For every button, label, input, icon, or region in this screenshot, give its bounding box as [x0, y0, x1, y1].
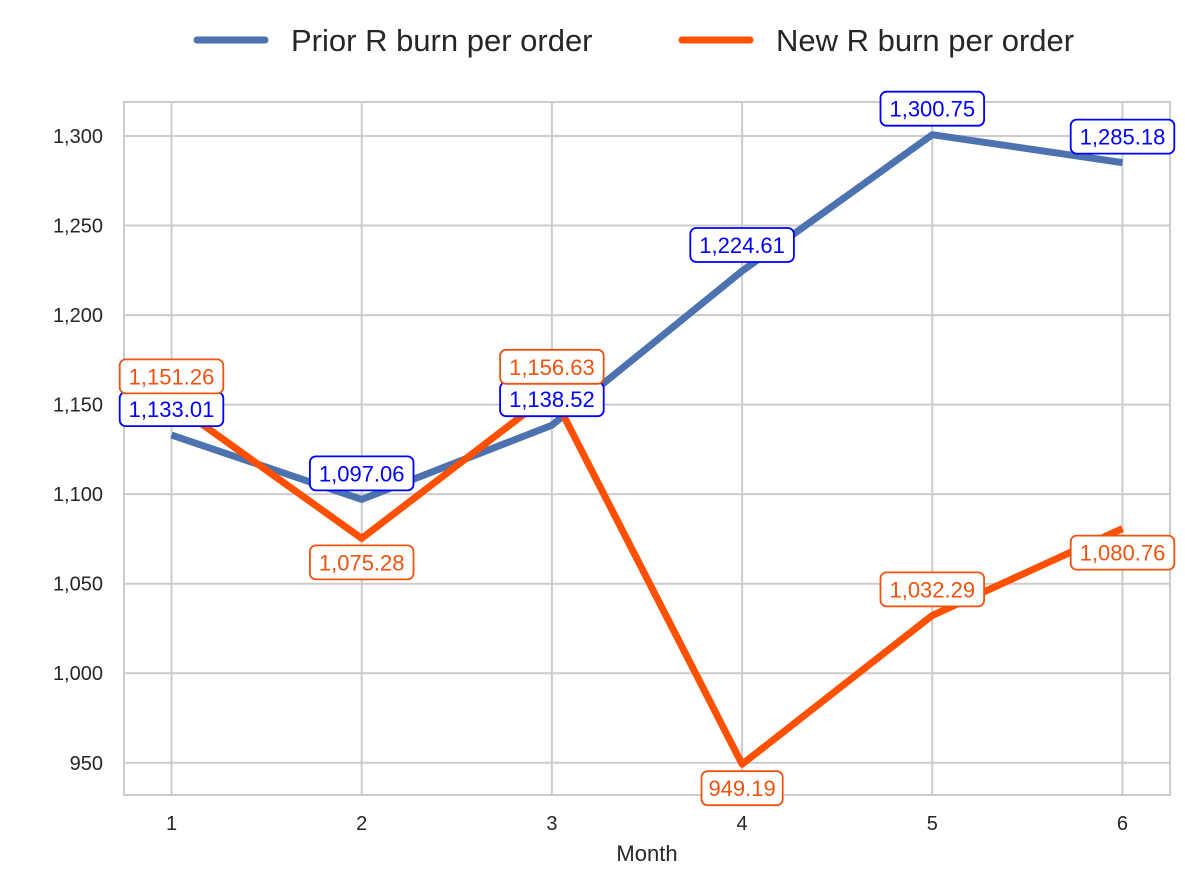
y-tick-label: 1,300 [53, 126, 103, 148]
x-tick-label: 1 [166, 813, 177, 835]
data-label-box-new [499, 348, 605, 385]
x-tick-label: 5 [927, 813, 938, 835]
x-axis-label: Month [616, 841, 677, 866]
legend-label-prior: Prior R burn per order [291, 23, 593, 58]
data-label-new: 949.19 [708, 776, 775, 801]
data-label-new: 1,156.63 [509, 355, 595, 380]
axes: 950 1,000 1,050 1,100 1,150 1,200 1,250 1,300 1 2… [53, 126, 1128, 835]
data-label-box-new [308, 544, 415, 581]
y-tick-label: 1,200 [53, 305, 103, 327]
data-label-new: 1,032.29 [889, 577, 975, 602]
legend-label-new: New R burn per order [776, 23, 1074, 58]
data-label-prior: 1,133.01 [129, 397, 215, 422]
data-label-prior: 1,224.61 [699, 233, 785, 258]
y-tick-label: 1,050 [53, 574, 103, 596]
y-tick-label: 950 [70, 753, 103, 775]
y-tick-label: 1,250 [53, 216, 103, 238]
x-tick-label: 4 [737, 813, 748, 835]
plot-frame [123, 101, 1171, 796]
x-tick-label: 2 [356, 813, 367, 835]
data-label-box-new [700, 770, 784, 807]
data-label-prior: 1,138.52 [509, 387, 595, 412]
legend: Prior R burn per order New R burn per or… [193, 23, 1074, 58]
x-tick-label: 6 [1117, 813, 1128, 835]
y-tick-label: 1,150 [53, 395, 103, 417]
data-label-box-new [118, 358, 225, 395]
data-label-new: 1,080.76 [1080, 541, 1166, 566]
data-label-prior: 1,300.75 [889, 97, 975, 122]
data-label-new: 1,151.26 [129, 364, 215, 389]
data-label-box-new [1069, 534, 1176, 571]
data-label-prior: 1,097.06 [319, 461, 405, 486]
data-label-box-new [879, 571, 985, 608]
data-labels: 1,133.01 1,097.06 1,138.52 1,224.61 1,300.75… [118, 90, 1176, 807]
data-label-box-prior [308, 455, 415, 492]
y-tick-label: 1,000 [53, 663, 103, 685]
data-label-prior: 1,285.18 [1080, 125, 1166, 150]
data-label-box-prior [879, 90, 985, 127]
data-label-box-prior [689, 227, 795, 263]
data-label-new: 1,075.28 [319, 550, 405, 575]
data-label-box-prior [1069, 118, 1176, 155]
x-tick-label: 3 [546, 813, 557, 835]
y-tick-label: 1,100 [53, 484, 103, 506]
